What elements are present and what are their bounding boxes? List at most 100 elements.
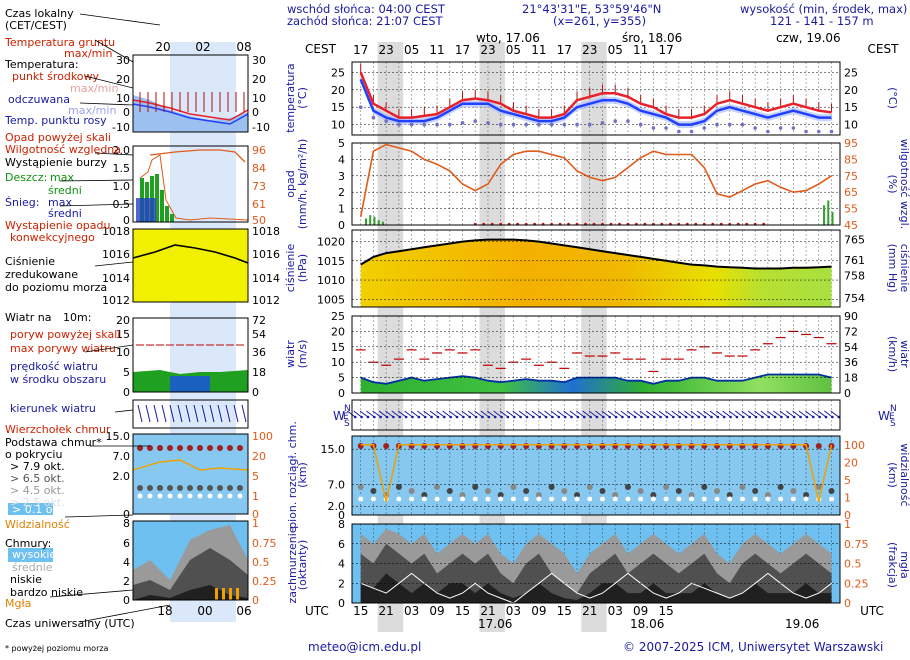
pres-axis-unit: (hPa) [296,254,309,282]
footer-email: meteo@icm.edu.pl [308,640,421,654]
wind-arrow-head [519,415,522,419]
dew-point [664,126,668,130]
wind-arrow [639,410,649,418]
utc-hour-tick: 15 [455,604,470,618]
wind-arrow [372,410,381,418]
legend-cloud-top-dot [197,445,203,451]
dew-point [626,119,630,123]
day-label-bottom: 19.06 [785,617,819,631]
wind-arrow [607,410,617,418]
dew-point [537,122,541,127]
legend-pressure-line [132,244,249,264]
wind-arrow-head [570,415,573,419]
local-hour-tick: 17 [353,43,368,57]
pres-axis-title-right: ciśnienie [898,244,910,293]
legend-fog-bar [222,588,225,600]
legend-text: Wystąpienie burzy [5,156,107,169]
vis-axis-unit: (km) [886,462,899,488]
cloud-base-dot [624,484,631,490]
rain-bar [364,218,367,225]
wind-arrow [824,410,833,418]
legend-text: max/min [64,47,112,60]
cloud-base-dot [357,484,364,490]
legend-text: Ciśnienie [5,255,55,268]
legend-text: (CET/CEST) [5,19,67,32]
y-tick: 95 [844,137,858,150]
dew-point [486,121,490,125]
local-hour-tick: 17 [658,43,673,57]
y-tick: 0.25 [844,577,869,590]
compass-w-right: W [878,409,890,423]
dew-point [715,122,719,127]
wind-arrow [493,410,502,418]
legend-cloud-base-dot [187,485,193,491]
legend-y-tick: 50 [252,214,266,227]
legend-cloud-top-dot [227,445,233,451]
legend-wind-arrow [161,404,167,423]
cloud-top-dot [357,443,364,449]
y-tick: 0 [844,387,851,400]
y-tick: 15 [331,101,345,114]
legend-connector [79,13,161,26]
cloud-base-dot-thin [829,496,835,502]
wind-arrow-head [595,415,599,419]
legend-y-tick: 5 [252,470,259,483]
legend-text: max [50,171,74,184]
cloud-base-dot-thin [523,496,529,502]
dew-point [702,126,707,130]
wind-arrow [658,410,668,418]
dew-point [397,122,401,127]
y-tick: 20 [844,456,858,469]
cloud-base-dot [370,488,377,494]
compass-n-right: N [890,404,897,414]
wind-arrow-head [500,415,503,419]
legend-y-tick: 0 [123,594,130,607]
legend-y-tick: 2.0 [113,144,131,157]
legend-frame-wdir [132,399,249,429]
dew-point [549,122,554,127]
sunset-text: zachód słońca: 21:07 CEST [287,14,443,28]
legend-y-tick: 61 [252,198,266,211]
humidity-line [359,143,832,217]
wind-arrow [811,410,820,418]
cloud-base-dot-thin [663,496,669,502]
legend-y-tick: 4 [123,556,130,569]
legend-text: Opad powyżej skali [5,131,111,144]
legend-wind-arrow [233,404,239,423]
cloud-base-dot [637,488,644,494]
y-tick: 1015 [317,255,345,268]
temp-axis-title: temperatura [284,63,297,132]
legend-connector [59,203,134,207]
cloud-top-dot [408,443,415,449]
cloud-base-dot-thin [778,496,784,502]
dew-point [753,126,757,130]
wind-arrow [575,410,585,418]
dew-point [524,122,528,127]
cloud-top-dot [624,443,631,449]
wind-arrow-head [353,415,357,419]
y-tick: 100 [844,439,865,452]
legend-humidity-line [139,154,249,221]
hum-axis-unit: (%) [886,174,899,193]
compass-s: S [344,419,350,429]
dew-point [587,122,592,127]
wind-arrow [378,410,388,418]
wind-arrow-head [557,415,561,419]
legend-y-tick: 0.75 [252,537,277,550]
wind-arrow-head [652,415,656,419]
wind-arrow-head [767,415,771,419]
legend-text: Śnieg: [5,196,39,209]
legend-y-tick: 1.0 [113,180,131,193]
wind-arrow-head [748,415,751,419]
legend-cloud-base-dot-thin [157,493,163,499]
y-tick: 2 [338,577,345,590]
legend-connector [49,589,134,598]
wind-arrow [830,410,840,418]
wind-arrow [690,410,700,418]
wind-arrow-head [532,415,535,419]
cloud-top-dot [790,443,797,449]
legend-y-tick: 18 [252,366,266,379]
compass-e: E [343,412,349,422]
dew-point [689,129,694,134]
wind-arrow-head [462,415,465,419]
